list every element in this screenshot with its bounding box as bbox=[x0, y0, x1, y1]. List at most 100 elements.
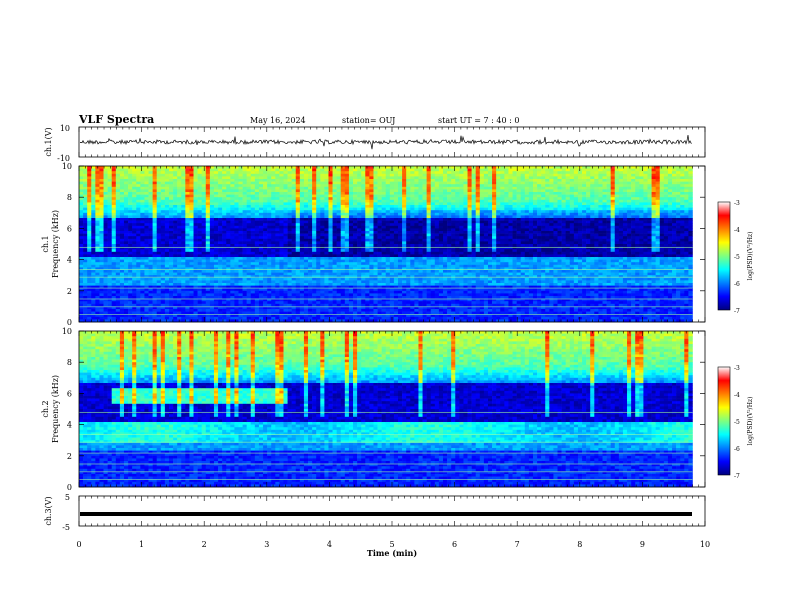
spectrogram-cell bbox=[258, 283, 264, 286]
spectrogram-cell bbox=[361, 311, 366, 315]
spectrogram-cell bbox=[275, 220, 280, 224]
spectrogram-cell bbox=[123, 309, 129, 312]
spectrogram-cell bbox=[99, 257, 104, 260]
spectrogram-cell bbox=[381, 306, 387, 310]
spectrogram-cell bbox=[144, 316, 149, 320]
spectrogram-cell bbox=[185, 272, 190, 276]
spectrogram-cell bbox=[381, 244, 387, 247]
spectrogram-cell bbox=[393, 181, 399, 185]
spectrogram-cell bbox=[119, 171, 125, 175]
spectrogram-cell bbox=[164, 264, 170, 268]
spectrogram-cell bbox=[398, 309, 403, 312]
spectrogram-cell bbox=[316, 192, 321, 195]
spectrogram-cell bbox=[95, 301, 100, 305]
spectrogram-cell bbox=[234, 309, 239, 312]
spectrogram-cell bbox=[83, 238, 88, 242]
spectrogram-cell bbox=[238, 215, 243, 219]
spectrogram-cell bbox=[303, 298, 309, 302]
spectrogram-cell bbox=[263, 311, 268, 315]
spectrogram-cell bbox=[271, 176, 276, 180]
spectrogram-cell bbox=[119, 298, 125, 302]
spectrogram-cell bbox=[295, 197, 301, 201]
spectrogram-cell bbox=[213, 290, 219, 294]
spectrogram-cell bbox=[222, 223, 227, 227]
spectrogram-cell bbox=[291, 285, 297, 289]
spectrogram-cell bbox=[324, 192, 329, 195]
spectrogram-cell bbox=[250, 173, 256, 177]
spectrogram-cell bbox=[373, 186, 378, 190]
spectrogram-cell bbox=[254, 280, 260, 284]
spectrogram-cell bbox=[95, 186, 100, 190]
spectrogram-cell bbox=[344, 246, 350, 250]
spectrogram-cell bbox=[377, 207, 382, 211]
spectrogram-cell bbox=[344, 166, 350, 169]
spectrogram-cell bbox=[177, 207, 182, 211]
spectrogram-cell bbox=[205, 254, 211, 258]
spectrogram-cell bbox=[111, 197, 117, 201]
spectrogram-cell bbox=[258, 181, 264, 185]
spectrogram-cell bbox=[189, 277, 194, 281]
spectrogram-cell bbox=[144, 280, 149, 284]
spectrogram-cell bbox=[226, 270, 231, 273]
spectrogram-cell bbox=[279, 184, 284, 188]
spectrogram-cell bbox=[242, 244, 247, 247]
spectrogram-cell bbox=[283, 257, 288, 260]
spectrogram-cell bbox=[258, 176, 264, 180]
spectrogram-cell bbox=[348, 215, 354, 219]
spectrogram-cell bbox=[275, 236, 280, 240]
spectrogram-cell bbox=[283, 176, 288, 180]
spectrogram-cell bbox=[324, 267, 329, 271]
spectrogram-cell bbox=[414, 176, 419, 180]
spectrogram-cell bbox=[234, 176, 239, 180]
spectrogram-cell bbox=[119, 202, 125, 206]
spectrogram-cell bbox=[152, 254, 158, 258]
spectrogram-cell bbox=[148, 283, 153, 286]
spectrogram-cell bbox=[414, 316, 419, 320]
spectrogram-cell bbox=[336, 293, 342, 297]
spectrogram-cell bbox=[173, 225, 178, 229]
spectrogram-cell bbox=[287, 296, 292, 299]
spectrogram-cell bbox=[128, 199, 133, 203]
spectrogram-cell bbox=[340, 212, 346, 216]
spectrogram-cell bbox=[328, 272, 333, 276]
spectrogram-cell bbox=[353, 220, 358, 224]
spectrogram-cell bbox=[152, 225, 158, 229]
spectrogram-cell bbox=[218, 202, 223, 206]
spectrogram-cell bbox=[344, 301, 350, 305]
spectrogram-cell bbox=[348, 181, 354, 185]
spectrogram-cell bbox=[177, 173, 182, 177]
spectrogram-cell bbox=[291, 233, 297, 237]
spectrogram-cell bbox=[111, 316, 117, 320]
spectrogram-cell bbox=[205, 168, 211, 172]
spectrogram-cell bbox=[353, 280, 358, 284]
spectrogram-cell bbox=[267, 197, 272, 201]
spectrogram-cell bbox=[365, 179, 370, 182]
spectrogram-cell bbox=[283, 220, 288, 224]
spectrogram-cell bbox=[402, 241, 407, 245]
spectrogram-cell bbox=[83, 207, 88, 211]
spectrogram-cell bbox=[201, 270, 207, 273]
spectrogram-cell bbox=[344, 186, 350, 190]
spectrogram-cell bbox=[250, 301, 256, 305]
spectrogram-cell bbox=[254, 296, 260, 299]
spectrogram-cell bbox=[119, 181, 125, 185]
spectrogram-cell bbox=[254, 181, 260, 185]
spectrogram-cell bbox=[250, 210, 256, 214]
spectrogram-cell bbox=[242, 181, 247, 185]
spectrogram-cell bbox=[144, 194, 149, 198]
spectrogram-cell bbox=[393, 285, 399, 289]
spectrogram-cell bbox=[258, 251, 264, 255]
spectrogram-cell bbox=[107, 244, 113, 247]
spectrogram-cell bbox=[254, 298, 260, 302]
spectrogram-cell bbox=[164, 176, 170, 180]
spectrogram-cell bbox=[373, 262, 378, 266]
spectrogram-cell bbox=[128, 262, 133, 266]
spectrogram-cell bbox=[287, 311, 292, 315]
spectrogram-cell bbox=[140, 207, 145, 211]
spectrogram-cell bbox=[226, 262, 231, 266]
spectrogram-cell bbox=[91, 262, 96, 266]
spectrogram-cell bbox=[79, 189, 84, 193]
spectrogram-cell bbox=[275, 210, 280, 214]
spectrogram-cell bbox=[250, 270, 256, 273]
